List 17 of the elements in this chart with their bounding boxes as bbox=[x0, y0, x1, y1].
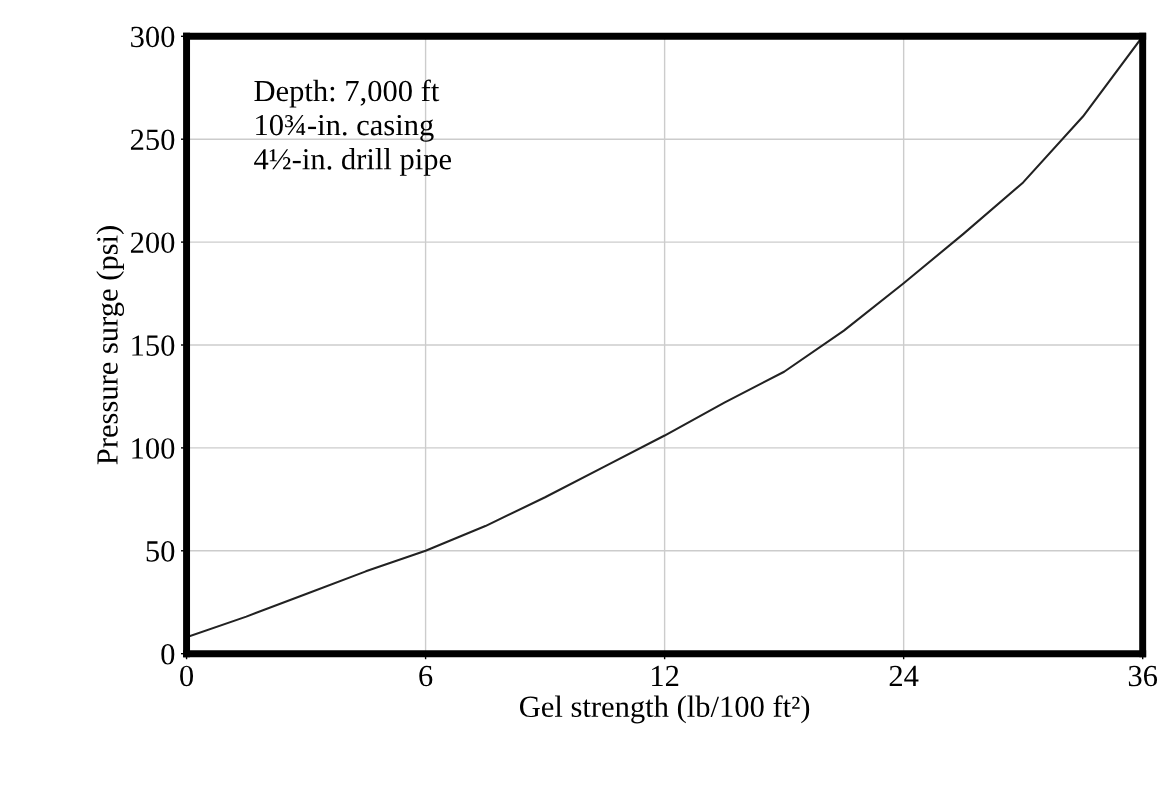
y-tick-label: 50 bbox=[146, 541, 175, 562]
x-tick-label: 12 bbox=[652, 665, 679, 686]
y-tick-label: 200 bbox=[130, 232, 175, 253]
x-tick-label: 36 bbox=[1128, 665, 1158, 687]
annotation: 4½-in. drill pipe bbox=[254, 148, 452, 176]
y-tick-label: 250 bbox=[130, 129, 175, 151]
y-tick-label: 0 bbox=[161, 643, 175, 665]
y-tick-label: 300 bbox=[131, 26, 175, 48]
x-axis-title: Gel strength (lb/100 ft²) bbox=[520, 695, 810, 724]
x-tick-label: 24 bbox=[889, 665, 919, 686]
y-tick-label: 100 bbox=[132, 438, 175, 459]
y-tick-label: 150 bbox=[132, 335, 175, 356]
x-tick-label: 6 bbox=[419, 665, 433, 687]
y-axis-title: Pressure surge (psi) bbox=[96, 226, 125, 465]
annotation: 10¾-in. casing bbox=[256, 114, 434, 142]
annotation: Depth: 7,000 ft bbox=[254, 79, 440, 108]
x-tick-label: 0 bbox=[180, 665, 194, 687]
